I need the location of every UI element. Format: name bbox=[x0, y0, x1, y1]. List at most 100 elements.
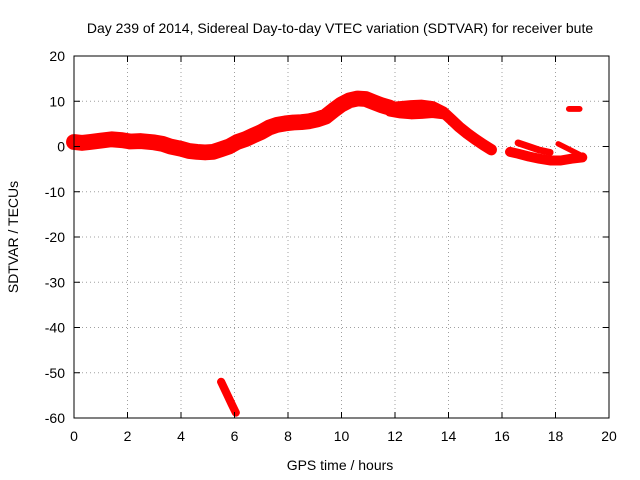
y-tick-label: -20 bbox=[45, 229, 65, 245]
data-point bbox=[307, 119, 311, 123]
data-point bbox=[380, 103, 384, 107]
y-tick-label: -60 bbox=[45, 410, 65, 426]
data-point bbox=[88, 140, 92, 144]
data-point bbox=[449, 117, 453, 121]
data-point bbox=[234, 411, 238, 415]
data-point bbox=[409, 104, 413, 108]
data-point bbox=[120, 138, 124, 142]
data-point bbox=[299, 120, 303, 124]
data-point bbox=[230, 402, 234, 406]
data-point bbox=[420, 103, 424, 107]
data-point bbox=[481, 143, 485, 147]
data-point bbox=[398, 105, 402, 109]
data-point bbox=[431, 105, 434, 109]
x-tick-label: 16 bbox=[494, 428, 510, 444]
data-point bbox=[364, 97, 368, 101]
y-axis-label: SDTVAR / TECUs bbox=[5, 181, 21, 293]
data-point bbox=[372, 100, 376, 104]
x-tick-label: 10 bbox=[334, 428, 350, 444]
data-point bbox=[211, 150, 215, 154]
data-point bbox=[580, 155, 584, 159]
y-tick-label: -10 bbox=[45, 184, 65, 200]
data-point bbox=[324, 115, 327, 119]
data-point bbox=[578, 107, 582, 111]
data-line-band-3 bbox=[385, 107, 448, 120]
x-tick-label: 6 bbox=[231, 428, 239, 444]
data-point bbox=[441, 113, 445, 117]
data-line-band-1 bbox=[66, 90, 398, 161]
data-point bbox=[556, 142, 560, 146]
data-point bbox=[195, 150, 199, 154]
x-tick-label: 20 bbox=[601, 428, 617, 444]
data-point bbox=[516, 152, 520, 156]
data-point bbox=[128, 140, 132, 143]
x-tick-labels: 0 2 4 6 8 10 12 14 16 18 20 bbox=[70, 428, 617, 444]
axis-ticks bbox=[73, 55, 610, 419]
data-point bbox=[570, 157, 573, 161]
data-point bbox=[516, 141, 520, 145]
data-series bbox=[66, 90, 588, 417]
data-point bbox=[457, 125, 461, 129]
data-point bbox=[527, 145, 531, 148]
data-point bbox=[473, 137, 477, 141]
data-point bbox=[259, 130, 263, 134]
data-point bbox=[527, 155, 531, 158]
data-point bbox=[465, 131, 469, 135]
x-tick-label: 14 bbox=[441, 428, 457, 444]
data-point bbox=[291, 121, 295, 124]
data-point bbox=[99, 139, 103, 143]
data-point bbox=[508, 150, 512, 154]
data-point bbox=[567, 147, 571, 151]
chart-title: Day 239 of 2014, Sidereal Day-to-day VTE… bbox=[87, 20, 594, 36]
data-line-band-4 bbox=[505, 146, 588, 166]
data-point bbox=[340, 102, 343, 106]
data-point bbox=[578, 153, 582, 157]
data-line-band-5 bbox=[514, 139, 554, 156]
data-point bbox=[409, 113, 413, 117]
data-point bbox=[219, 380, 223, 384]
x-tick-label: 0 bbox=[70, 428, 78, 444]
y-tick-label: 20 bbox=[49, 48, 65, 64]
x-tick-label: 18 bbox=[548, 428, 564, 444]
x-tick-label: 4 bbox=[177, 428, 185, 444]
data-point bbox=[431, 112, 434, 115]
data-point bbox=[548, 159, 552, 162]
data-point bbox=[348, 98, 351, 102]
data-point bbox=[219, 147, 223, 151]
data-point bbox=[356, 97, 360, 100]
data-point bbox=[559, 159, 563, 162]
data-point bbox=[187, 149, 191, 153]
data-point bbox=[109, 137, 113, 141]
data-point bbox=[567, 107, 571, 111]
y-tick-label: -30 bbox=[45, 274, 65, 290]
data-point bbox=[398, 112, 402, 116]
data-point bbox=[420, 112, 424, 116]
data-point bbox=[160, 142, 164, 146]
data-point bbox=[139, 139, 143, 143]
data-point bbox=[537, 148, 541, 152]
x-tick-label: 2 bbox=[124, 428, 132, 444]
x-axis-label: GPS time / hours bbox=[287, 457, 394, 473]
data-point bbox=[537, 157, 541, 161]
data-point bbox=[80, 141, 84, 145]
data-point bbox=[267, 126, 271, 129]
y-tick-label: 10 bbox=[49, 93, 65, 109]
y-tick-label: 0 bbox=[57, 139, 65, 155]
y-tick-labels: -60 -50 -40 -30 -20 -10 0 10 20 bbox=[45, 48, 65, 426]
data-point bbox=[168, 145, 172, 148]
data-point bbox=[235, 140, 239, 144]
data-point bbox=[227, 145, 231, 148]
data-point bbox=[275, 123, 279, 127]
y-tick-label: -50 bbox=[45, 365, 65, 381]
data-point bbox=[251, 134, 255, 138]
data-point bbox=[315, 117, 319, 121]
data-point bbox=[203, 150, 207, 154]
data-point bbox=[283, 121, 287, 125]
data-point bbox=[388, 110, 392, 114]
data-point bbox=[332, 108, 335, 112]
x-tick-label: 8 bbox=[284, 428, 292, 444]
data-point bbox=[489, 148, 493, 152]
data-point bbox=[243, 137, 247, 141]
data-line-band-8 bbox=[217, 377, 240, 417]
